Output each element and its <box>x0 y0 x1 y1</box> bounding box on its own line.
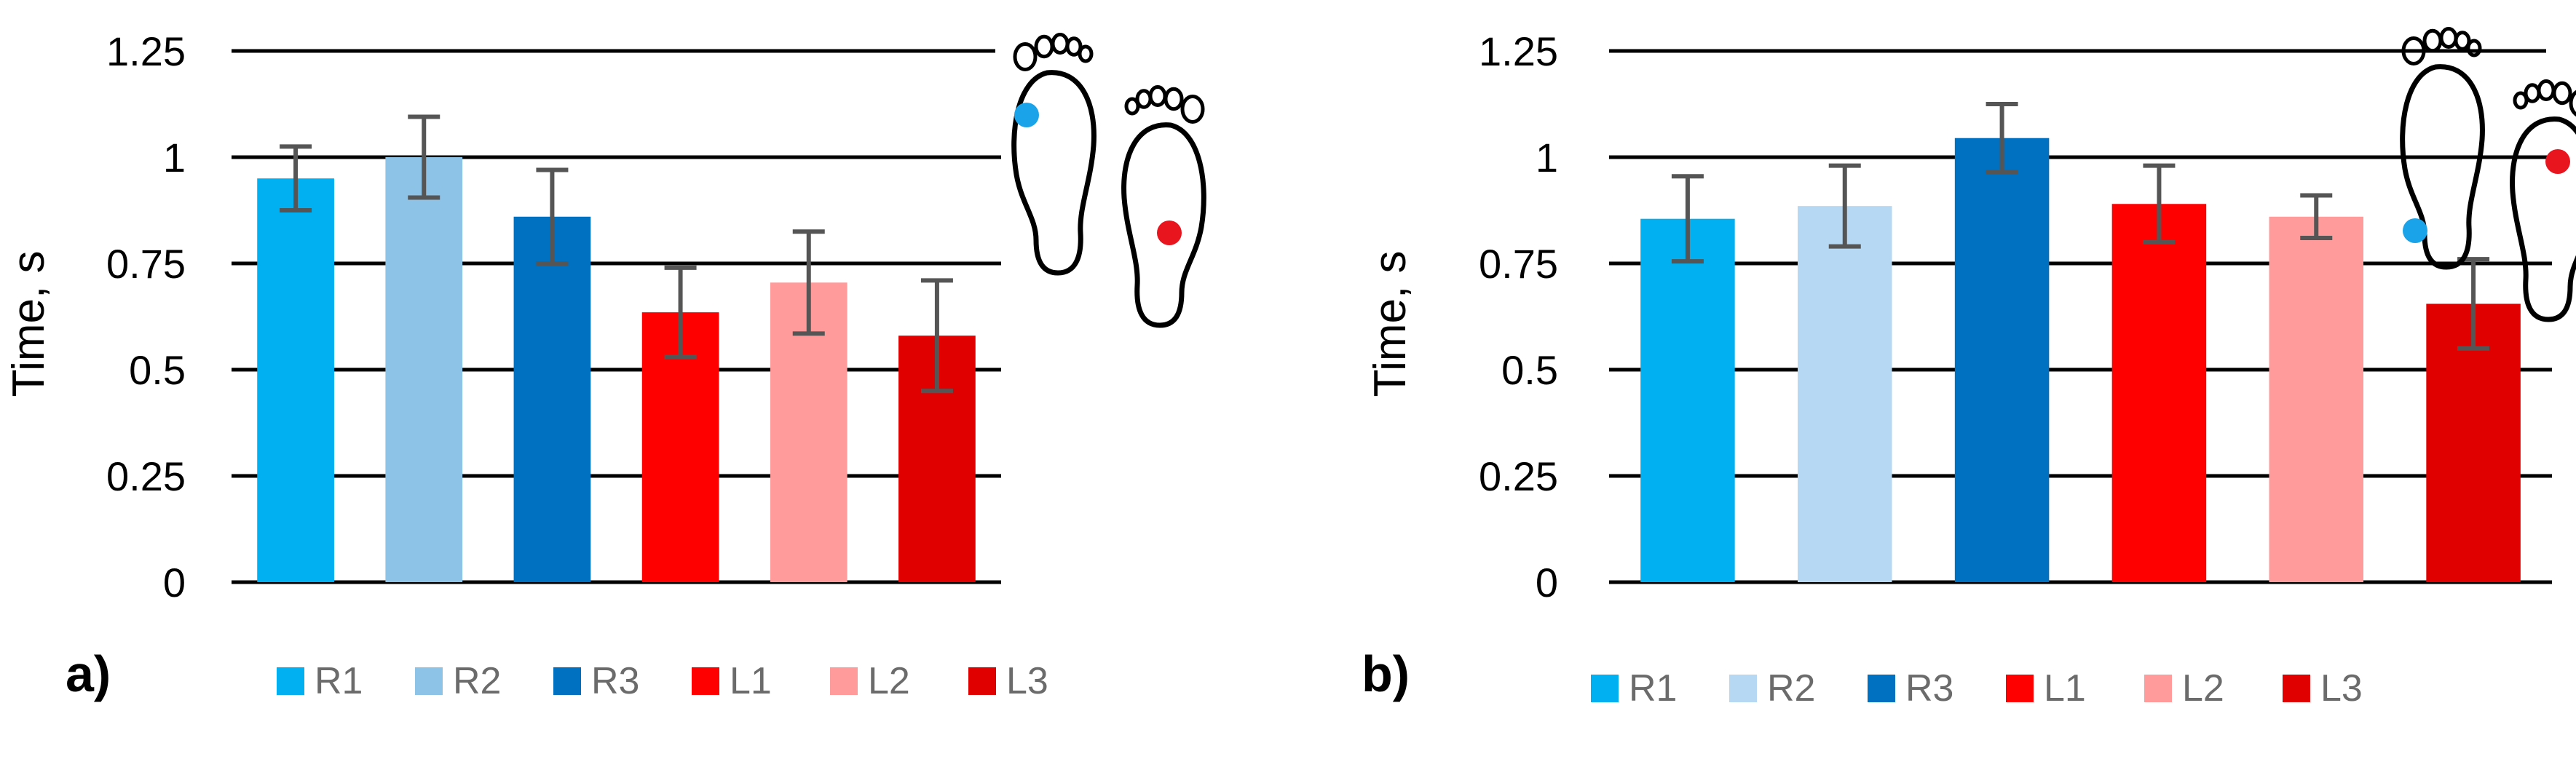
legend-swatch <box>415 667 443 695</box>
legend-label: R3 <box>591 660 639 702</box>
toe <box>2439 27 2458 49</box>
toe <box>2524 83 2541 103</box>
legend-label: L1 <box>2044 667 2086 710</box>
toe <box>2552 81 2572 106</box>
legend-swatch <box>2006 675 2034 702</box>
toe <box>2422 28 2443 53</box>
right-foot-icon <box>2510 79 2576 322</box>
y-axis-label: Time, s <box>1365 251 1415 397</box>
y-tick-label: 0.75 <box>106 241 186 287</box>
y-tick-label: 1.25 <box>1479 28 1558 74</box>
chart-panel-a: 0 0.25 0.5 0.75 1 1.25 Time, s a) R1 R2 R3 L1 L2 L3 <box>4 28 1206 702</box>
toe <box>1135 89 1153 109</box>
legend-label: R1 <box>1629 667 1677 710</box>
legend-label: L3 <box>1006 660 1048 702</box>
legend-label: R2 <box>453 660 501 702</box>
legend-swatch <box>1729 675 1757 702</box>
legend-label: R3 <box>1905 667 1953 710</box>
toe <box>1148 85 1167 107</box>
bar-l2 <box>2269 216 2363 582</box>
y-tick-label: 0.25 <box>106 453 186 499</box>
y-tick-label: 0.5 <box>129 347 186 393</box>
legend-swatch <box>2283 675 2310 702</box>
bar-r3 <box>513 216 591 582</box>
toe <box>2537 79 2556 101</box>
legend-label: R1 <box>315 660 363 702</box>
y-tick-label: 0 <box>1536 560 1558 605</box>
legend-swatch <box>1591 675 1619 702</box>
left-foot-dot <box>2403 218 2427 243</box>
y-tick-label: 1.25 <box>106 28 186 74</box>
left-foot-dot <box>1014 103 1039 127</box>
left-foot-icon <box>2400 27 2485 270</box>
y-tick-label: 0 <box>163 560 186 605</box>
y-tick-label: 0.25 <box>1479 453 1558 499</box>
toe <box>2401 36 2426 65</box>
legend-swatch <box>277 667 304 695</box>
toe <box>1013 42 1038 71</box>
toe <box>1051 33 1070 55</box>
legend-swatch <box>2144 675 2172 702</box>
toe <box>2466 39 2482 57</box>
left-foot-icon <box>1011 33 1097 276</box>
bar-l1 <box>2111 204 2207 582</box>
panel-label: b) <box>1362 645 1410 702</box>
toe <box>1078 44 1094 63</box>
bar-r1 <box>257 178 334 582</box>
right-foot-outline <box>2510 116 2576 322</box>
left-foot-outline <box>2400 64 2485 270</box>
y-tick-label: 0.75 <box>1479 241 1558 287</box>
legend-swatch <box>968 667 996 695</box>
toe <box>2569 90 2576 117</box>
panel-label: a) <box>66 645 111 702</box>
toe <box>2513 91 2529 110</box>
legend-swatch <box>692 667 719 695</box>
y-tick-label: 0.5 <box>1501 347 1558 393</box>
right-foot-icon <box>1121 85 1206 328</box>
toe <box>1065 36 1083 57</box>
feet-icon <box>2400 27 2576 322</box>
left-foot-outline <box>1011 70 1097 276</box>
feet-icon <box>1011 33 1206 328</box>
bar-r2 <box>385 157 463 582</box>
bar-r2 <box>1798 206 1892 582</box>
bar-r3 <box>1954 138 2050 583</box>
y-tick-label: 1 <box>163 135 186 180</box>
legend-label: L2 <box>868 660 910 702</box>
legend-swatch <box>553 667 581 695</box>
right-foot-outline <box>1121 122 1206 328</box>
y-tick-label: 1 <box>1536 135 1558 180</box>
right-foot-dot <box>2545 149 2570 174</box>
right-foot-dot <box>1157 220 1182 245</box>
legend-label: R2 <box>1767 667 1815 710</box>
bar-r1 <box>1640 218 1735 582</box>
legend-label: L3 <box>2320 667 2363 710</box>
toe <box>2454 31 2471 51</box>
legend-swatch <box>830 667 858 695</box>
y-axis-label: Time, s <box>4 251 54 397</box>
chart-panel-b: 0 0.25 0.5 0.75 1 1.25 Time, s b) R1 R2 R3 L1 L2 L3 <box>1362 27 2576 710</box>
toe <box>1163 87 1184 111</box>
legend-label: L1 <box>730 660 772 702</box>
toe <box>1124 97 1140 116</box>
legend-swatch <box>1868 675 1895 702</box>
toe <box>1180 95 1205 124</box>
toe <box>1034 34 1054 59</box>
legend-label: L2 <box>2182 667 2224 710</box>
